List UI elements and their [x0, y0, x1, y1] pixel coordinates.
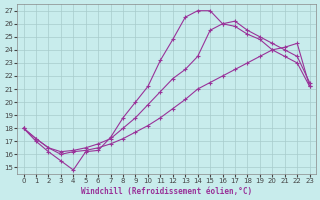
X-axis label: Windchill (Refroidissement éolien,°C): Windchill (Refroidissement éolien,°C) — [81, 187, 252, 196]
